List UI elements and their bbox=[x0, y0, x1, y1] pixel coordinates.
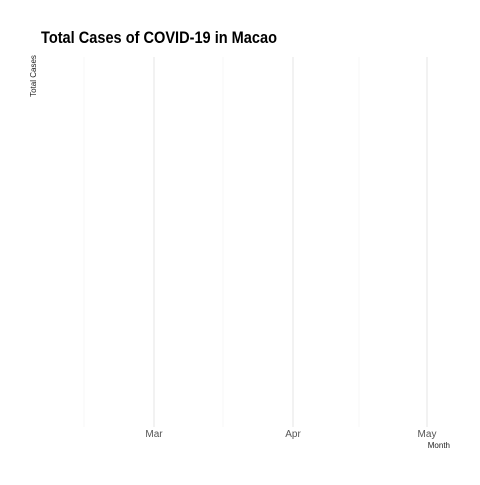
y-axis-label: Total Cases bbox=[29, 55, 38, 97]
x-tick-label: Mar bbox=[145, 429, 163, 440]
x-axis-label: Month bbox=[428, 441, 450, 450]
x-tick-labels: Mar Apr May bbox=[145, 429, 436, 440]
chart-title: Total Cases of COVID-19 in Macao bbox=[41, 28, 277, 47]
x-tick-label: Apr bbox=[285, 429, 301, 440]
x-tick-label: May bbox=[418, 429, 437, 440]
grid-layer bbox=[83, 57, 428, 427]
